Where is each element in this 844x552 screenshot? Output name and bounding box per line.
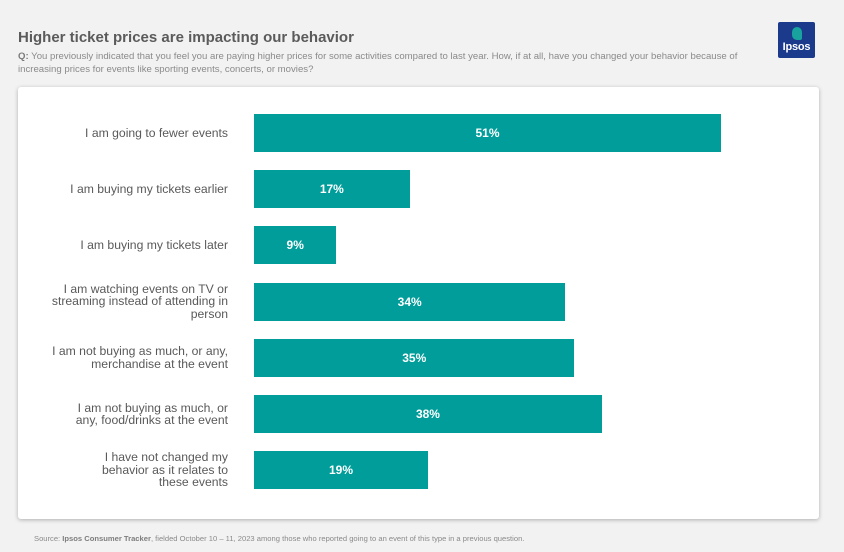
category-label: I am going to fewer events xyxy=(85,125,228,140)
category-label: I am not buying as much, or any, food/dr… xyxy=(75,400,228,427)
bar-value-label: 17% xyxy=(319,182,344,197)
category-label: I am not buying as much, or any, merchan… xyxy=(52,344,228,371)
bar: 17% xyxy=(254,170,410,209)
bar-value-label: 9% xyxy=(286,238,304,253)
bar: 9% xyxy=(254,226,337,265)
bar: 34% xyxy=(254,282,566,321)
logo-mark-icon xyxy=(792,27,802,40)
bar: 19% xyxy=(254,451,428,490)
source-note: Source: Ipsos Consumer Tracker, fielded … xyxy=(34,534,524,543)
source-name: Ipsos Consumer Tracker xyxy=(62,534,151,543)
question-text: You previously indicated that you feel y… xyxy=(18,51,738,75)
question-prefix: Q: xyxy=(18,51,29,62)
bar: 51% xyxy=(254,114,721,152)
source-prefix: Source: xyxy=(34,534,61,543)
bar: 38% xyxy=(254,395,602,433)
bar-value-label: 38% xyxy=(415,407,440,421)
page-title: Higher ticket prices are impacting our b… xyxy=(18,29,354,46)
bar: 35% xyxy=(254,338,575,377)
bar-value-label: 34% xyxy=(397,294,422,309)
bar-chart-card: I am going to fewer events 51% I am buying… xyxy=(18,87,819,519)
logo-text: Ipsos xyxy=(782,41,811,53)
ipsos-logo: Ipsos xyxy=(778,22,815,58)
survey-question: Q: You previously indicated that you fee… xyxy=(18,50,738,76)
bar-value-label: 19% xyxy=(328,463,353,478)
source-details: , fielded October 10 – 11, 2023 among th… xyxy=(150,534,525,543)
category-label: I am buying my tickets earlier xyxy=(70,181,228,196)
bar-value-label: 51% xyxy=(475,126,500,140)
bar-value-label: 35% xyxy=(402,350,427,365)
category-label: I have not changed my behavior as it rel… xyxy=(101,450,228,490)
category-label: I am watching events on TV or streaming … xyxy=(51,281,228,321)
category-label: I am buying my tickets later xyxy=(80,237,228,252)
